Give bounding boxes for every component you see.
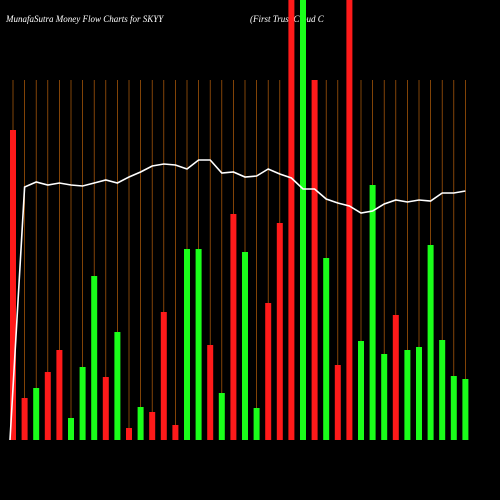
bar (160, 312, 167, 440)
bar (369, 185, 376, 440)
bar (334, 365, 341, 440)
bar (230, 214, 237, 440)
bar (381, 354, 388, 440)
bar (450, 376, 457, 440)
bar (184, 249, 190, 440)
price-line (9, 159, 466, 441)
bar (323, 258, 330, 440)
bar (172, 425, 179, 440)
bar (300, 0, 306, 440)
bar (358, 341, 364, 440)
bar (10, 130, 16, 440)
bar (33, 388, 40, 440)
bar (91, 276, 98, 440)
bar (137, 407, 144, 440)
bar (404, 350, 411, 440)
bar (242, 252, 248, 440)
bar (126, 428, 132, 440)
bar (346, 0, 353, 440)
bar (68, 418, 74, 440)
bar (311, 80, 318, 440)
bar (392, 315, 399, 440)
bar (44, 372, 51, 440)
bar (462, 379, 469, 440)
bar (79, 367, 86, 440)
bar (218, 393, 225, 440)
bar (56, 350, 63, 440)
bar (416, 347, 422, 440)
chart-title: MunafaSutra Money Flow Charts for SKYY (5, 14, 164, 24)
bar (207, 345, 214, 440)
bar (276, 223, 283, 440)
bar (288, 0, 295, 440)
bar (195, 249, 202, 440)
bar (149, 412, 156, 440)
bar (114, 332, 121, 440)
bar (102, 377, 109, 440)
bar (21, 398, 28, 440)
bar (427, 245, 434, 440)
bar (265, 303, 272, 440)
bar (253, 408, 260, 440)
chart-subtitle: (First Trust Cloud C (250, 14, 325, 24)
bar (439, 340, 446, 440)
